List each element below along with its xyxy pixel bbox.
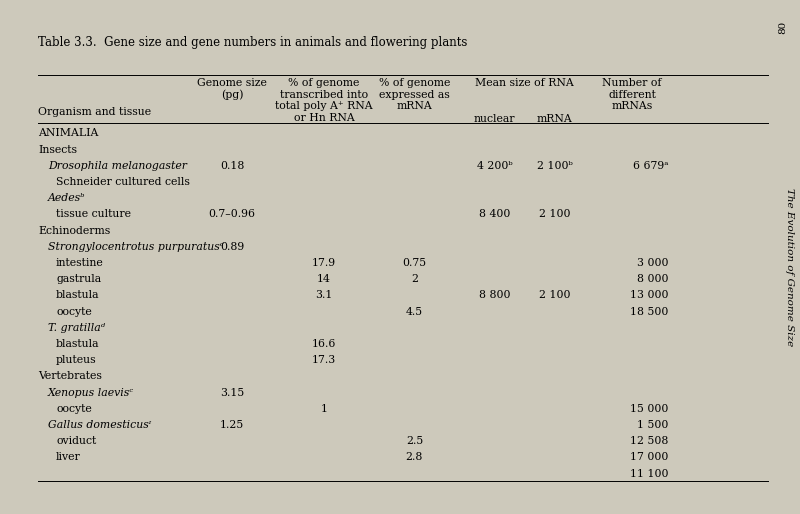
Text: Mean size of RNA: Mean size of RNA xyxy=(475,78,574,88)
Text: 4.5: 4.5 xyxy=(406,306,423,317)
Text: gastrula: gastrula xyxy=(56,274,101,284)
Text: oviduct: oviduct xyxy=(56,436,96,446)
Text: 3 000: 3 000 xyxy=(637,258,668,268)
Text: 8 400: 8 400 xyxy=(478,210,510,219)
Text: 11 100: 11 100 xyxy=(630,469,668,479)
Text: 18 500: 18 500 xyxy=(630,306,668,317)
Text: 2 100: 2 100 xyxy=(538,210,570,219)
Text: liver: liver xyxy=(56,452,81,462)
Text: Xenopus laevisᶜ: Xenopus laevisᶜ xyxy=(48,388,134,397)
Text: 13 000: 13 000 xyxy=(630,290,668,300)
Text: 14: 14 xyxy=(317,274,331,284)
Text: Strongylocentrotus purpuratusᶜ: Strongylocentrotus purpuratusᶜ xyxy=(48,242,224,252)
Text: Drosophila melanogaster: Drosophila melanogaster xyxy=(48,161,187,171)
Text: 2 100: 2 100 xyxy=(538,290,570,300)
Text: 1: 1 xyxy=(321,404,327,414)
Text: 2.5: 2.5 xyxy=(406,436,423,446)
Text: pluteus: pluteus xyxy=(56,355,97,365)
Text: ANIMALIA: ANIMALIA xyxy=(38,128,98,138)
Text: 0.18: 0.18 xyxy=(220,161,244,171)
Text: 8 000: 8 000 xyxy=(637,274,668,284)
Text: 16.6: 16.6 xyxy=(312,339,336,349)
Text: T. gratillaᵈ: T. gratillaᵈ xyxy=(48,323,105,333)
Text: 8 800: 8 800 xyxy=(478,290,510,300)
Text: 4 200ᵇ: 4 200ᵇ xyxy=(477,161,512,171)
Text: intestine: intestine xyxy=(56,258,104,268)
Text: 6 679ᵃ: 6 679ᵃ xyxy=(633,161,668,171)
Text: 17.9: 17.9 xyxy=(312,258,336,268)
Text: 3.1: 3.1 xyxy=(315,290,333,300)
Text: Organism and tissue: Organism and tissue xyxy=(38,107,151,117)
Text: 80: 80 xyxy=(778,21,787,34)
Text: 1.25: 1.25 xyxy=(220,420,244,430)
Text: nuclear: nuclear xyxy=(474,114,515,124)
Text: 0.89: 0.89 xyxy=(220,242,244,252)
Text: Schneider cultured cells: Schneider cultured cells xyxy=(56,177,190,187)
Text: 17.3: 17.3 xyxy=(312,355,336,365)
Text: blastula: blastula xyxy=(56,290,99,300)
Text: 2.8: 2.8 xyxy=(406,452,423,462)
Text: blastula: blastula xyxy=(56,339,99,349)
Text: Echinoderms: Echinoderms xyxy=(38,226,110,235)
Text: 1 500: 1 500 xyxy=(637,420,668,430)
Text: Gallus domesticusᶦ: Gallus domesticusᶦ xyxy=(48,420,151,430)
Text: 0.75: 0.75 xyxy=(402,258,426,268)
Text: Insects: Insects xyxy=(38,145,78,155)
Text: 2 100ᵇ: 2 100ᵇ xyxy=(537,161,572,171)
Text: Table 3.3.  Gene size and gene numbers in animals and flowering plants: Table 3.3. Gene size and gene numbers in… xyxy=(38,36,468,49)
Text: % of genome
transcribed into
total poly A⁺ RNA
or Hn RNA: % of genome transcribed into total poly … xyxy=(275,78,373,123)
Text: 0.7–0.96: 0.7–0.96 xyxy=(209,210,255,219)
Text: % of genome
expressed as
mRNA: % of genome expressed as mRNA xyxy=(378,78,450,112)
Text: 15 000: 15 000 xyxy=(630,404,668,414)
Text: Genome size
(pg): Genome size (pg) xyxy=(197,78,267,100)
Text: oocyte: oocyte xyxy=(56,306,92,317)
Text: Vertebrates: Vertebrates xyxy=(38,371,102,381)
Text: mRNA: mRNA xyxy=(537,114,572,124)
Text: oocyte: oocyte xyxy=(56,404,92,414)
Text: Aedesᵇ: Aedesᵇ xyxy=(48,193,86,203)
Text: tissue culture: tissue culture xyxy=(56,210,131,219)
Text: Number of
different
mRNAs: Number of different mRNAs xyxy=(602,78,662,112)
Text: 3.15: 3.15 xyxy=(220,388,244,397)
Text: 12 508: 12 508 xyxy=(630,436,668,446)
Text: 2: 2 xyxy=(411,274,418,284)
Text: The Evolution of Genome Size: The Evolution of Genome Size xyxy=(786,188,794,346)
Text: 17 000: 17 000 xyxy=(630,452,668,462)
